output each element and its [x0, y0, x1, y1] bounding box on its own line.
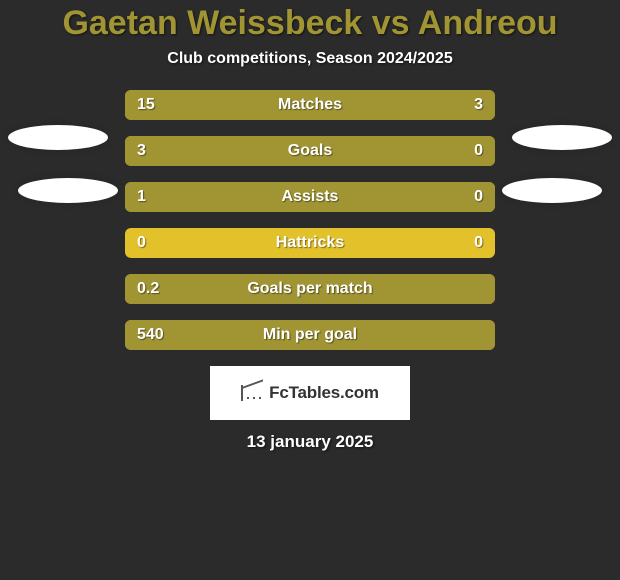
decorative-ellipse	[8, 125, 108, 150]
stat-row: 00Hattricks	[125, 228, 495, 258]
decorative-ellipse	[18, 178, 118, 203]
headline: Gaetan Weissbeck vs Andreou	[0, 0, 620, 42]
stat-bars: 153Matches 30Goals 10Assists 00Hattricks 0.2…	[125, 90, 495, 350]
stat-label: Assists	[125, 182, 495, 212]
stat-label: Goals	[125, 136, 495, 166]
stat-row: 30Goals	[125, 136, 495, 166]
stat-row: 0.2Goals per match	[125, 274, 495, 304]
decorative-ellipse	[512, 125, 612, 150]
stat-label: Hattricks	[125, 228, 495, 258]
stat-label: Goals per match	[125, 274, 495, 304]
infographic-root: Gaetan Weissbeck vs Andreou Club competit…	[0, 0, 620, 452]
subtitle: Club competitions, Season 2024/2025	[0, 50, 620, 68]
stat-row: 153Matches	[125, 90, 495, 120]
watermark-text: FcTables.com	[269, 383, 379, 403]
stat-label: Matches	[125, 90, 495, 120]
date-stamp: 13 january 2025	[0, 432, 620, 452]
chart-icon	[241, 385, 263, 401]
stat-label: Min per goal	[125, 320, 495, 350]
stat-row: 10Assists	[125, 182, 495, 212]
watermark: FcTables.com	[210, 366, 410, 420]
stat-row: 540Min per goal	[125, 320, 495, 350]
decorative-ellipse	[502, 178, 602, 203]
